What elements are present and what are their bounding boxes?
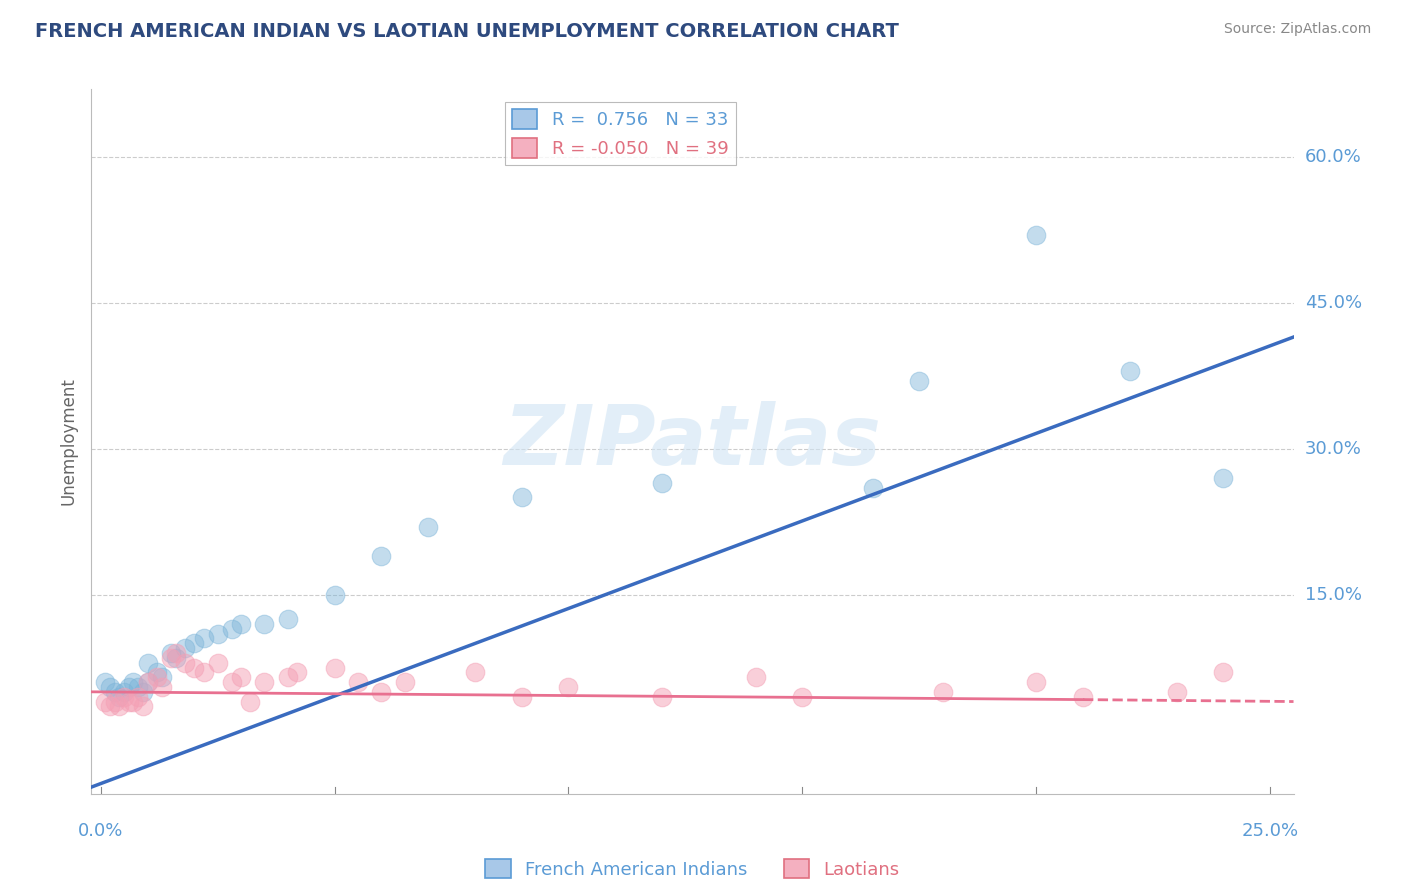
Point — [112, 690, 135, 704]
Point — [165, 650, 187, 665]
Point — [1212, 665, 1234, 680]
Point — [1025, 675, 1047, 690]
Point — [323, 588, 346, 602]
Point — [108, 699, 131, 714]
Point — [792, 690, 814, 704]
Point — [253, 675, 276, 690]
Point — [174, 641, 197, 656]
Point — [221, 622, 243, 636]
Point — [464, 665, 486, 680]
Point — [104, 694, 127, 708]
Point — [221, 675, 243, 690]
Point — [160, 650, 183, 665]
Point — [136, 675, 159, 690]
Point — [165, 646, 187, 660]
Point — [136, 656, 159, 670]
Text: FRENCH AMERICAN INDIAN VS LAOTIAN UNEMPLOYMENT CORRELATION CHART: FRENCH AMERICAN INDIAN VS LAOTIAN UNEMPL… — [35, 22, 898, 41]
Point — [651, 475, 673, 490]
Point — [98, 699, 121, 714]
Point — [347, 675, 370, 690]
Text: 25.0%: 25.0% — [1241, 822, 1299, 839]
Point — [370, 685, 392, 699]
Point — [132, 685, 155, 699]
Point — [94, 675, 117, 690]
Text: ZIPatlas: ZIPatlas — [503, 401, 882, 482]
Point — [370, 549, 392, 563]
Point — [160, 646, 183, 660]
Point — [862, 481, 884, 495]
Point — [229, 616, 252, 631]
Point — [146, 670, 169, 684]
Point — [1166, 685, 1188, 699]
Legend: French American Indians, Laotians: French American Indians, Laotians — [478, 852, 907, 886]
Point — [908, 374, 931, 388]
Point — [193, 665, 215, 680]
Point — [1025, 227, 1047, 242]
Point — [207, 626, 229, 640]
Point — [1212, 471, 1234, 485]
Text: 15.0%: 15.0% — [1305, 586, 1361, 604]
Text: 30.0%: 30.0% — [1305, 440, 1361, 458]
Point — [510, 690, 533, 704]
Y-axis label: Unemployment: Unemployment — [59, 377, 77, 506]
Point — [323, 660, 346, 674]
Point — [277, 670, 299, 684]
Text: 0.0%: 0.0% — [79, 822, 124, 839]
Point — [104, 685, 127, 699]
Point — [108, 690, 131, 704]
Point — [112, 685, 135, 699]
Point — [183, 636, 205, 650]
Point — [285, 665, 308, 680]
Point — [510, 491, 533, 505]
Point — [132, 699, 155, 714]
Point — [1071, 690, 1094, 704]
Point — [193, 632, 215, 646]
Point — [183, 660, 205, 674]
Point — [174, 656, 197, 670]
Point — [744, 670, 766, 684]
Point — [229, 670, 252, 684]
Point — [150, 670, 173, 684]
Point — [94, 694, 117, 708]
Point — [146, 665, 169, 680]
Point — [98, 680, 121, 694]
Point — [136, 675, 159, 690]
Point — [557, 680, 579, 694]
Point — [122, 694, 145, 708]
Point — [127, 690, 149, 704]
Point — [118, 680, 141, 694]
Text: 60.0%: 60.0% — [1305, 148, 1361, 166]
Point — [931, 685, 953, 699]
Point — [253, 616, 276, 631]
Point — [394, 675, 416, 690]
Point — [207, 656, 229, 670]
Point — [651, 690, 673, 704]
Point — [239, 694, 262, 708]
Text: 45.0%: 45.0% — [1305, 294, 1362, 312]
Point — [1119, 364, 1142, 378]
Point — [127, 680, 149, 694]
Point — [277, 612, 299, 626]
Point — [150, 680, 173, 694]
Point — [118, 694, 141, 708]
Point — [122, 675, 145, 690]
Text: Source: ZipAtlas.com: Source: ZipAtlas.com — [1223, 22, 1371, 37]
Point — [418, 519, 440, 533]
